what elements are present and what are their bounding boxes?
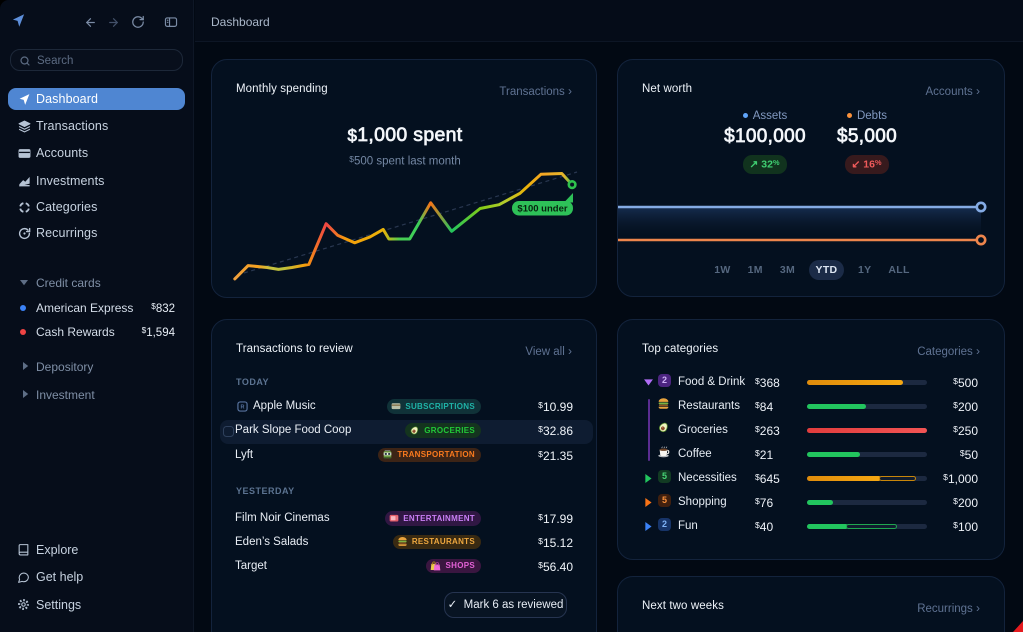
svg-text:R: R bbox=[241, 405, 245, 411]
svg-text:$100 under: $100 under bbox=[517, 204, 567, 215]
